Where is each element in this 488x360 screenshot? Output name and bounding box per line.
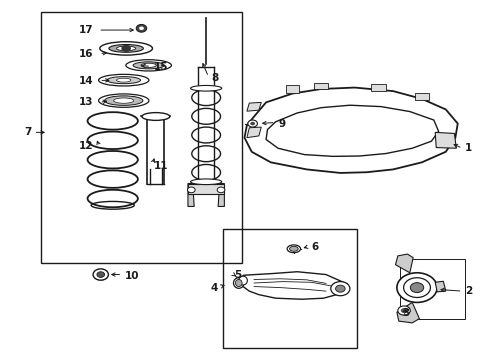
Circle shape bbox=[250, 122, 255, 125]
Ellipse shape bbox=[100, 42, 152, 55]
Bar bbox=[399, 259, 464, 319]
Text: 2: 2 bbox=[464, 286, 471, 296]
Polygon shape bbox=[187, 184, 194, 207]
Bar bbox=[41, 13, 242, 263]
Polygon shape bbox=[434, 281, 445, 292]
Polygon shape bbox=[314, 83, 327, 89]
Polygon shape bbox=[414, 93, 427, 100]
Ellipse shape bbox=[113, 98, 134, 103]
Circle shape bbox=[139, 27, 143, 30]
Circle shape bbox=[247, 120, 257, 127]
Ellipse shape bbox=[190, 85, 221, 91]
Circle shape bbox=[396, 273, 436, 302]
Ellipse shape bbox=[133, 62, 164, 69]
Ellipse shape bbox=[141, 63, 156, 67]
Text: 4: 4 bbox=[210, 283, 218, 293]
Circle shape bbox=[121, 45, 131, 52]
Text: 1: 1 bbox=[464, 143, 471, 153]
Text: 6: 6 bbox=[311, 242, 318, 252]
Circle shape bbox=[335, 285, 345, 292]
Ellipse shape bbox=[104, 96, 142, 105]
Ellipse shape bbox=[125, 60, 171, 71]
Polygon shape bbox=[218, 184, 224, 207]
Polygon shape bbox=[265, 105, 438, 156]
Text: 10: 10 bbox=[124, 271, 139, 281]
Text: 13: 13 bbox=[79, 98, 94, 107]
Circle shape bbox=[397, 306, 409, 315]
Polygon shape bbox=[246, 127, 261, 138]
Text: 12: 12 bbox=[79, 141, 94, 152]
Circle shape bbox=[330, 282, 349, 296]
Circle shape bbox=[97, 272, 104, 277]
Bar bbox=[223, 229, 356, 348]
Circle shape bbox=[136, 24, 146, 32]
Ellipse shape bbox=[190, 179, 221, 185]
Ellipse shape bbox=[238, 276, 247, 285]
Polygon shape bbox=[395, 254, 412, 273]
Text: 16: 16 bbox=[79, 49, 94, 59]
Ellipse shape bbox=[289, 246, 298, 251]
Ellipse shape bbox=[116, 78, 131, 82]
Circle shape bbox=[217, 187, 224, 193]
Polygon shape bbox=[244, 87, 457, 173]
Text: 5: 5 bbox=[233, 270, 241, 280]
Ellipse shape bbox=[116, 46, 136, 51]
Polygon shape bbox=[370, 84, 386, 91]
Polygon shape bbox=[434, 132, 455, 148]
Circle shape bbox=[409, 283, 423, 293]
Ellipse shape bbox=[235, 279, 242, 287]
Polygon shape bbox=[396, 302, 419, 323]
Polygon shape bbox=[285, 85, 299, 93]
Ellipse shape bbox=[107, 77, 140, 84]
Circle shape bbox=[93, 269, 108, 280]
Ellipse shape bbox=[286, 245, 300, 253]
Circle shape bbox=[403, 278, 429, 297]
Circle shape bbox=[400, 308, 407, 313]
Ellipse shape bbox=[233, 278, 244, 288]
Text: 7: 7 bbox=[24, 127, 31, 138]
Text: 9: 9 bbox=[278, 118, 285, 129]
Ellipse shape bbox=[99, 74, 148, 86]
Text: 8: 8 bbox=[210, 73, 218, 83]
Ellipse shape bbox=[109, 45, 143, 52]
Text: 11: 11 bbox=[153, 161, 167, 171]
Circle shape bbox=[187, 187, 195, 193]
Polygon shape bbox=[239, 272, 347, 299]
Text: 3: 3 bbox=[402, 308, 409, 318]
Text: 15: 15 bbox=[153, 62, 167, 72]
Text: 17: 17 bbox=[79, 25, 94, 35]
Ellipse shape bbox=[99, 94, 148, 107]
Ellipse shape bbox=[142, 113, 169, 120]
Polygon shape bbox=[246, 102, 261, 111]
Text: 14: 14 bbox=[79, 76, 94, 86]
Polygon shape bbox=[187, 184, 224, 194]
